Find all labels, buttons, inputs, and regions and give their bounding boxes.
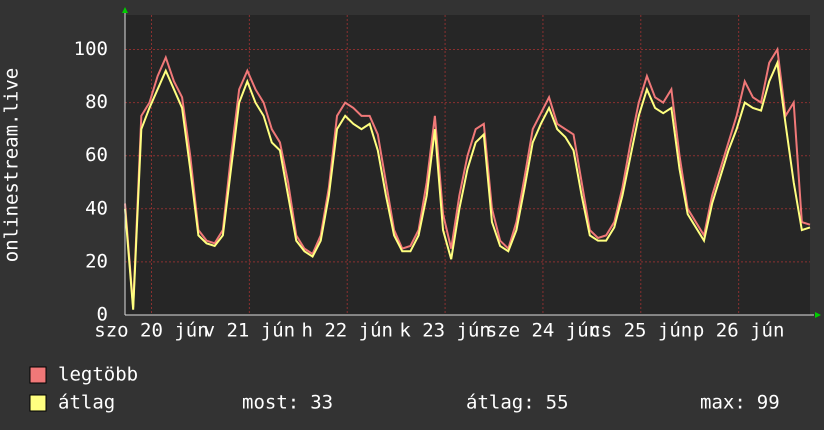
x-tick-label: cs 25 jún [589,320,692,342]
x-tick-label: h 22 jún [301,320,393,342]
plot-area [125,15,810,315]
x-tick-label: szo 20 jún [94,320,208,342]
y-tick-label: 0 [97,304,108,326]
stat-value: 99 [757,392,780,414]
legend-swatch [29,366,47,384]
stat-label: max: [700,392,746,414]
stat-value: 55 [546,392,569,414]
series-line [124,59,811,310]
x-tick-label: v 21 jún [204,320,296,342]
y-tick-label: 60 [85,144,108,166]
x-tick-label: k 23 jún [399,320,491,342]
y-tick-label: 40 [85,197,108,219]
legend-label: átlag [58,392,115,414]
plot [124,15,811,316]
y-tick-label: 20 [85,250,108,272]
stat-label: most: [242,392,299,414]
y-tick-label: 100 [74,38,108,60]
y-tick-label: 80 [85,91,108,113]
stat-value: 33 [310,392,333,414]
y-axis-label: onlinestream.live [1,68,23,262]
y-arrow [122,7,128,13]
x-tick-label: p 26 jún [693,320,785,342]
legend-swatch [29,394,47,412]
stat-label: átlag: [466,392,535,414]
x-tick-label: sze 24 jún [486,320,600,342]
legend-label: legtöbb [58,364,138,386]
x-arrow [815,312,821,318]
series-line [124,46,811,308]
